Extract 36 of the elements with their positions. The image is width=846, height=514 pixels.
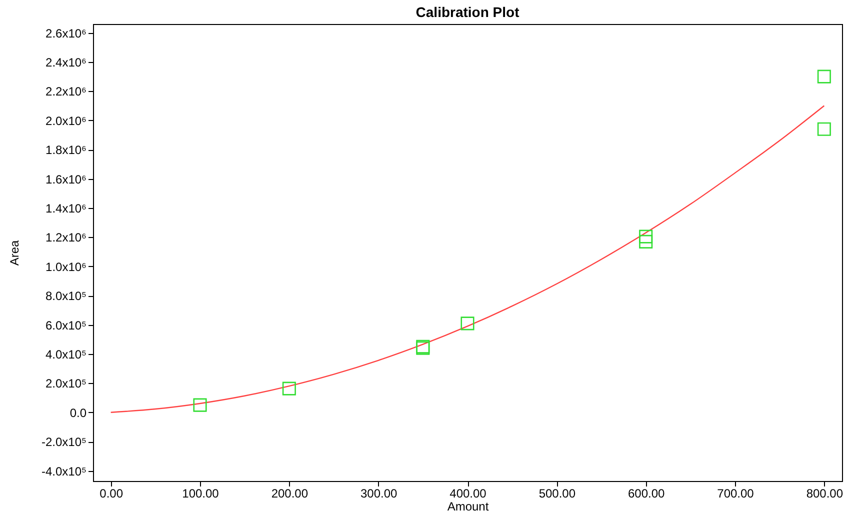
y-tick-label: 1.8x10⁶ (46, 143, 87, 158)
y-tick-label: 2.0x10⁵ (45, 376, 87, 391)
y-tick-label: 2.6x10⁶ (46, 26, 87, 40)
x-tick-label: 300.00 (360, 486, 398, 500)
point (193, 398, 207, 412)
y-tick-label: 2.2x10⁶ (46, 84, 87, 99)
x-tick-label: 500.00 (538, 486, 576, 500)
y-tick-label: 1.0x10⁶ (46, 260, 87, 274)
x-tick-label: 700.00 (717, 486, 754, 500)
y-tick-label: 6.0x10⁵ (45, 318, 87, 332)
y-tick-label: 2.0x10⁶ (46, 114, 87, 128)
y-tick-label: 1.4x10⁶ (46, 201, 87, 216)
y-tick-label: 2.4x10⁶ (46, 55, 87, 70)
x-tick-label: 0.00 (100, 486, 124, 500)
x-tick-label: 400.00 (450, 486, 487, 500)
chart-title: Calibration Plot (416, 4, 520, 20)
point (639, 234, 653, 248)
y-tick-label: 0.0 (70, 406, 87, 420)
point (639, 230, 653, 244)
point (282, 382, 296, 396)
y-axis-title: Area (8, 240, 22, 266)
x-tick-label: 800.00 (806, 486, 844, 500)
y-tick-label: -4.0x10⁵ (42, 464, 87, 478)
y-tick-label: 1.2x10⁶ (46, 230, 87, 245)
y-tick-label: -2.0x10⁵ (42, 435, 87, 450)
y-tick-label: 8.0x10⁵ (45, 289, 87, 304)
x-tick-label: 100.00 (182, 486, 220, 500)
point (460, 316, 474, 330)
point (817, 70, 831, 84)
line-series (110, 105, 825, 413)
x-tick-label: 600.00 (628, 486, 666, 500)
y-tick-label: 1.6x10⁶ (46, 172, 87, 186)
x-axis-title: Amount (447, 500, 490, 514)
point (817, 122, 831, 136)
x-tick-label: 200.00 (271, 486, 308, 500)
y-tick-label: 4.0x10⁵ (45, 347, 87, 362)
